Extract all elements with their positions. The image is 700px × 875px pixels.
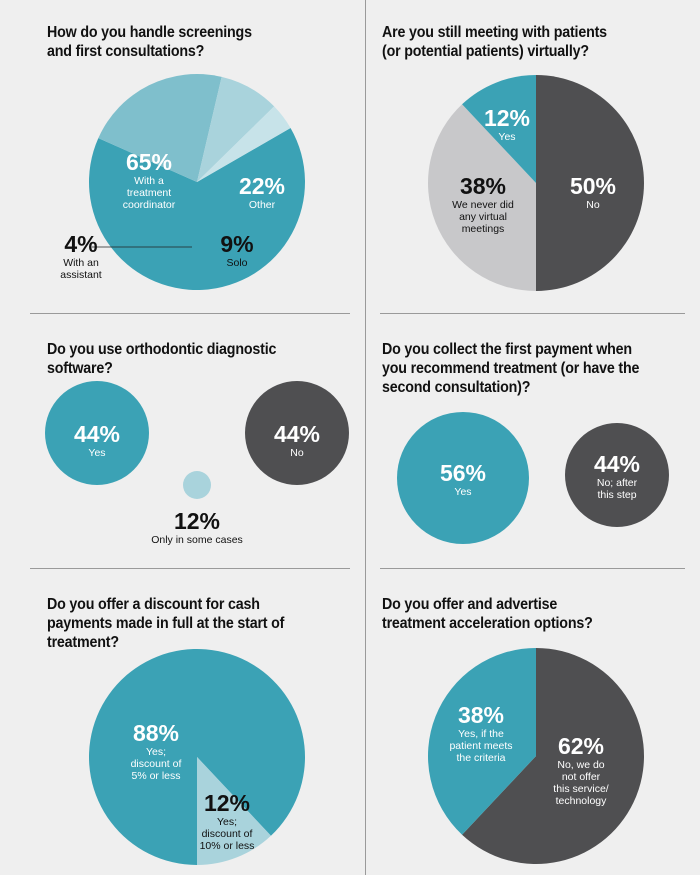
slice-ten-percent-label-line: discount of [202,828,253,840]
chart-panel-cash-discount: Do you offer a discount for cash payment… [0,573,350,865]
chart-panel-diagnostic-software: Do you use orthodontic diagnostic softwa… [0,318,350,608]
pie-slice [462,75,536,183]
slice-assistant-value: 4% [64,231,97,257]
slice-yes-label-line: Yes, if the [458,728,504,740]
chart-title: Do you offer and advertise treatment acc… [382,596,593,632]
horizontal-divider-3 [30,568,350,569]
vertical-divider [365,0,366,875]
bubble-2 [183,471,211,499]
slice-yes-value: 38% [458,702,504,728]
slice-no-label-line: technology [556,795,608,807]
slice-yes-label-line: patient meets [449,740,512,752]
pie-slice [197,757,271,865]
chart-panel-acceleration: Do you offer and advertise treatment acc… [335,573,685,864]
bubble-yes-value: 56% [440,460,486,486]
slice-no-label-line: No [586,199,600,211]
chart-title: Do you collect the first payment when yo… [382,341,640,396]
slice-treatment-coordinator-label-line: coordinator [123,199,176,211]
slice-five-percent-value: 88% [133,720,179,746]
horizontal-divider-2 [380,313,685,314]
pie-slice [98,74,222,182]
bubble-some-cases-label-line: Only in some cases [151,534,243,546]
slice-yes-value: 12% [484,105,530,131]
bubble-no-label-line: this step [597,489,636,501]
slice-never-label-line: We never did [452,199,514,211]
pie-slice [428,648,536,835]
pie-slice [462,648,644,864]
chart-panel-virtual: Are you still meeting with patients (or … [335,0,685,291]
slice-no-label-line: this service/ [553,783,609,795]
slice-solo-label-line: Solo [226,257,247,269]
slice-ten-percent-value: 12% [204,790,250,816]
horizontal-divider-4 [380,568,685,569]
chart-panel-screenings: How do you handle screenings and first c… [0,0,350,290]
bubble-1 [245,381,349,485]
slice-yes-label-line: the criteria [456,752,505,764]
slice-assistant-label-line: assistant [60,269,102,281]
slice-other-value: 22% [239,173,285,199]
chart-cash-discount: 88%Yes;discount of5% or less12%Yes;disco… [88,649,305,865]
bubble-no-value: 44% [594,451,640,477]
bubble-0 [45,381,149,485]
chart-title: How do you handle screenings and first c… [47,24,252,60]
slice-treatment-coordinator-value: 65% [126,149,172,175]
slice-other-label-line: Other [249,199,276,211]
bubble-yes-value: 44% [74,421,120,447]
pie-slice [428,104,536,291]
slice-ten-percent-label-line: Yes; [217,816,237,828]
slice-never-value: 38% [460,173,506,199]
horizontal-divider-1 [30,313,350,314]
pie-slice [88,128,305,290]
slice-five-percent-label-line: discount of [131,758,182,770]
bubble-some-cases-value: 12% [174,508,220,534]
slice-no-value: 50% [570,173,616,199]
slice-assistant-label-line: With an [63,257,99,269]
slice-yes-label-line: Yes [498,131,515,143]
chart-panel-first-payment: Do you collect the first payment when yo… [335,318,685,608]
slice-never-label-line: any virtual [459,211,507,223]
slice-never-label-line: meetings [462,223,505,235]
bubble-no-value: 44% [274,421,320,447]
pie-slice [197,76,275,182]
bubble-0 [397,412,529,544]
slice-solo-value: 9% [220,231,253,257]
bubble-yes-label-line: Yes [88,447,105,459]
slice-treatment-coordinator-label-line: treatment [127,187,171,199]
slice-no-label-line: not offer [562,771,601,783]
slice-ten-percent-label-line: 10% or less [200,840,255,852]
bubble-no-label-line: No [290,447,304,459]
chart-title: Do you offer a discount for cash payment… [47,596,285,651]
pie-slice [536,75,644,291]
chart-title: Do you use orthodontic diagnostic softwa… [47,341,277,377]
bubble-no-label-line: No; after [597,477,638,489]
slice-no-value: 62% [558,733,604,759]
slice-treatment-coordinator-label-line: With a [134,175,164,187]
bubble-yes-label-line: Yes [454,486,471,498]
slice-five-percent-label-line: Yes; [146,746,166,758]
bubble-1 [565,423,669,527]
chart-title: Are you still meeting with patients (or … [382,24,607,60]
slice-five-percent-label-line: 5% or less [131,770,180,782]
slice-no-label-line: No, we do [557,759,604,771]
pie-slice [197,106,291,182]
